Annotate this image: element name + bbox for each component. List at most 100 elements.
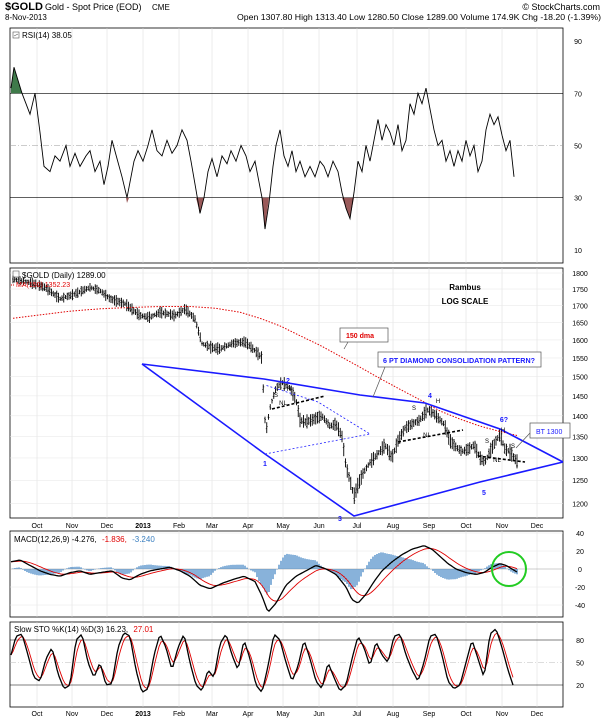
rsi-icon: [12, 31, 20, 39]
rsi-tick-labels: 90 70 50 30 10: [574, 39, 582, 255]
price-tick-label: 1700: [572, 303, 588, 310]
hs-label: S: [485, 439, 489, 445]
diamond-pattern: [141, 363, 564, 517]
rsi-tick-label: 30: [574, 196, 582, 203]
rsi-oversold-fill: [126, 197, 129, 203]
x-tick-label: Nov: [66, 711, 79, 718]
macd-tick-labels: 40 20 0 -20 -40: [575, 531, 585, 610]
pattern-label: 6 PT DIAMOND CONSOLIDATION PATTERN?: [383, 358, 535, 365]
x-tick-label: 2013: [135, 523, 151, 530]
x-tick-label: Mar: [206, 711, 219, 718]
price-tick-label: 1800: [572, 271, 588, 278]
rsi-line: [10, 67, 515, 230]
price-tick-label: 1450: [572, 394, 588, 401]
sto-panel: [9, 621, 564, 708]
sto-label: Slow STO %K(14) %D(3) 16.23, 27.01: [14, 625, 154, 634]
x-tick-label: Aug: [387, 523, 400, 530]
price-icon: [12, 270, 20, 278]
macd-label-main: MACD(12,26,9) -4.276, -1.836, -3.240: [14, 535, 155, 544]
x-tick-label: Oct: [461, 523, 472, 530]
macd-line: [10, 545, 518, 612]
price-tick-label: 1600: [572, 338, 588, 345]
header-watermark: © StockCharts.com: [522, 2, 600, 12]
x-tick-label: May: [276, 523, 290, 530]
x-tick-label: Nov: [496, 523, 509, 530]
price-tick-labels: 1800 1750 1700 1650 1600 1550 1500 1450 1400 1350…: [572, 271, 588, 508]
hs-label: H: [501, 428, 505, 434]
note-scale: LOG SCALE: [442, 297, 489, 306]
bt-label: BT 1300: [536, 429, 562, 436]
rsi-tick-label: 10: [574, 248, 582, 255]
header-exchange: CME: [152, 3, 170, 12]
rsi-extreme-fills: [11, 67, 354, 230]
price-label-group: $GOLD (Daily) 1289.00 MA(150) 1352.23: [11, 270, 106, 289]
point-2: 2: [286, 378, 290, 385]
macd-label-main-text: MACD(12,26,9) -4.276,: [14, 535, 97, 544]
rsi-gridlines: [10, 92, 563, 199]
macd-tick-label: 20: [576, 549, 584, 556]
rsi-tick-label: 50: [574, 144, 582, 151]
x-tick-label: Aug: [387, 711, 400, 718]
macd-label-hist: -3.240: [132, 535, 155, 544]
macd-label-signal: -1.836,: [102, 535, 127, 544]
rsi-tick-label: 90: [574, 39, 582, 46]
x-tick-label: Dec: [531, 523, 544, 530]
note-title: Rambus: [449, 283, 481, 292]
x-tick-label: Oct: [32, 711, 43, 718]
price-tick-label: 1500: [572, 375, 588, 382]
sto-d-line: [10, 632, 514, 689]
x-tick-label: Dec: [101, 523, 114, 530]
price-tick-label: 1300: [572, 456, 588, 463]
x-tick-label: Jul: [353, 523, 362, 530]
macd-tick-label: -20: [575, 585, 585, 592]
x-tick-label: Dec: [101, 711, 114, 718]
hs-label: NL: [423, 433, 431, 439]
pattern-annotation: 6 PT DIAMOND CONSOLIDATION PATTERN?: [372, 351, 542, 398]
point-5: 5: [482, 490, 486, 497]
point-1: 1: [263, 461, 267, 468]
head-shoulder-labels: S H NL S H NL S H NL S: [274, 387, 515, 464]
dma-annotation: 150 dma: [339, 327, 389, 350]
sto-tick-label: 50: [576, 661, 584, 668]
neckline-dashes: [271, 395, 526, 463]
price-panel: [9, 267, 564, 519]
price-tick-label: 1350: [572, 435, 588, 442]
price-gridlines: [10, 272, 563, 504]
rsi-label: RSI(14) 38.05: [22, 31, 72, 40]
diamond-upper-line: [141, 363, 564, 463]
price-tick-label: 1750: [572, 287, 588, 294]
header-symbol: $GOLD: [5, 1, 43, 13]
price-tick-label: 1550: [572, 356, 588, 363]
ma-label: MA(150) 1352.23: [16, 282, 70, 289]
x-axis-labels-middle: Oct Nov Dec 2013 Feb Mar Apr May Jun Jul Aug Sep Oct…: [32, 523, 544, 530]
rsi-tick-label: 70: [574, 91, 582, 98]
sto-tick-labels: 80 50 20: [576, 638, 584, 690]
hs-label: S: [511, 444, 515, 450]
crossover-circle: [491, 551, 527, 587]
sto-tick-label: 80: [576, 638, 584, 645]
point-4: 4: [428, 393, 432, 400]
x-tick-label: Dec: [531, 711, 544, 718]
pattern-points: 1 2 3 4 5 6?: [263, 378, 508, 523]
x-tick-label: Jun: [313, 711, 324, 718]
x-tick-label: May: [276, 711, 290, 718]
ma150-line: [12, 306, 519, 437]
price-tick-label: 1200: [572, 501, 588, 508]
price-ohlc-bars: [12, 275, 518, 504]
sto-label-main: Slow STO %K(14) %D(3) 16.23,: [14, 625, 128, 634]
sto-k-line: [10, 628, 514, 693]
diamond-lower-line: [141, 363, 564, 517]
header-quote: Open 1307.80 High 1313.40 Low 1280.50 Cl…: [237, 13, 601, 22]
macd-tick-label: 40: [576, 531, 584, 538]
x-tick-label: Apr: [243, 523, 255, 530]
sto-tick-label: 20: [576, 683, 584, 690]
x-tick-label: Sep: [423, 523, 436, 530]
x-tick-label: 2013: [135, 711, 151, 718]
x-tick-label: Mar: [206, 523, 219, 530]
x-tick-label: Nov: [496, 711, 509, 718]
sto-label-d: 27.01: [133, 625, 154, 634]
hs-label: S: [274, 393, 278, 399]
hs-label: NL: [493, 458, 501, 464]
bt-annotation: BT 1300: [515, 422, 571, 449]
